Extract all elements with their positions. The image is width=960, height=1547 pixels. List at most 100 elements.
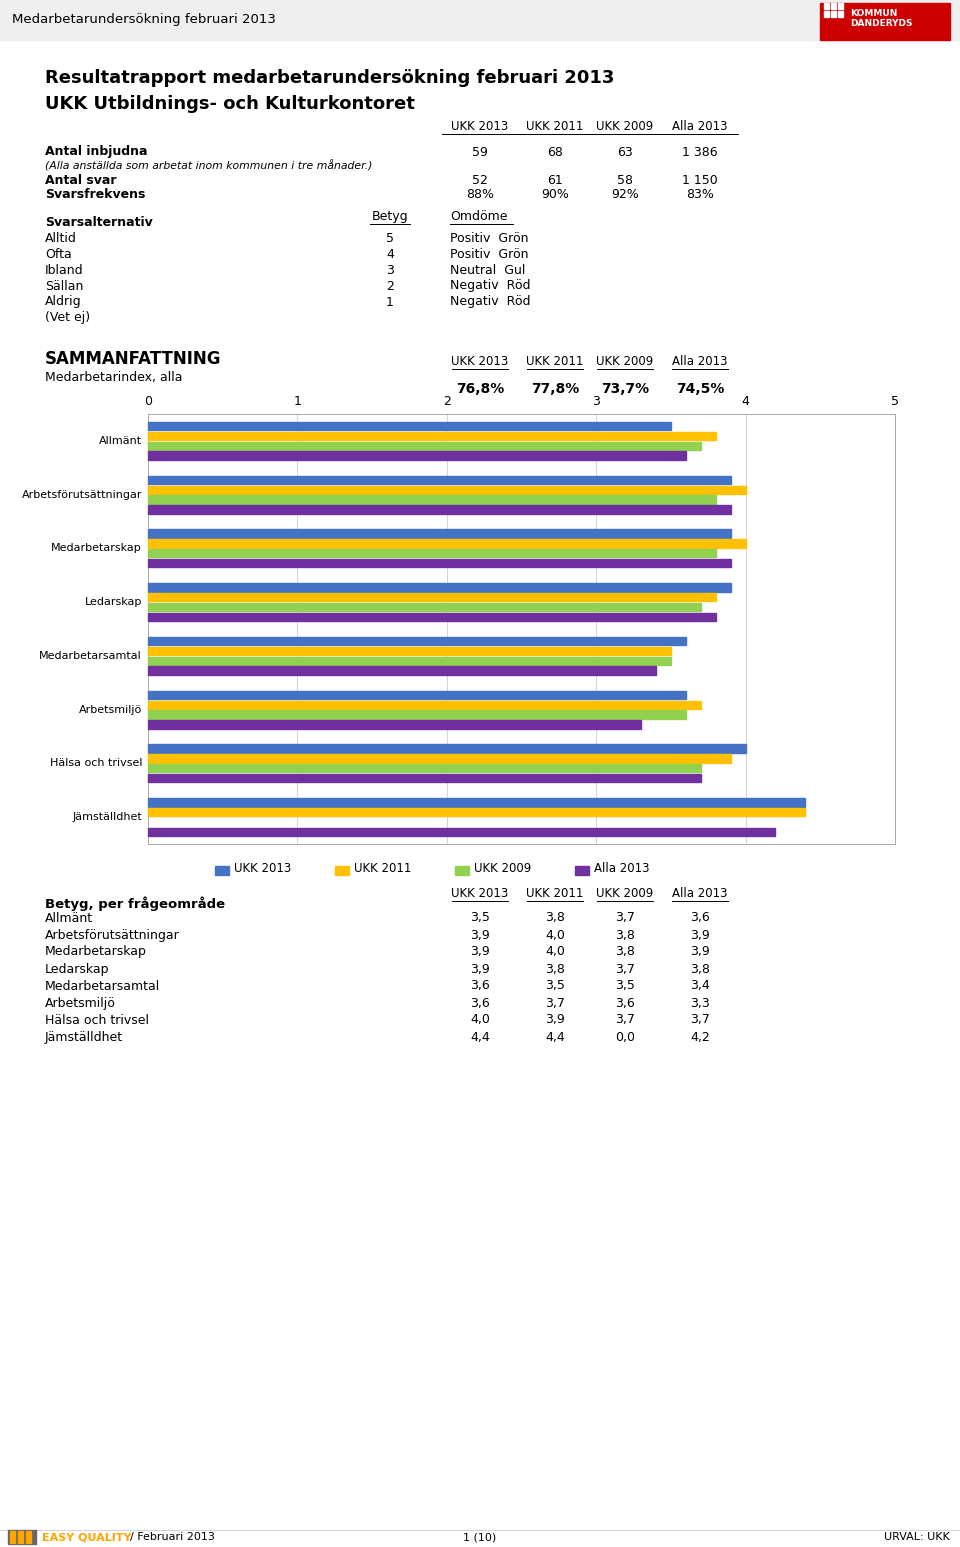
Bar	[148, 529, 731, 538]
Text: Hälsa och trivsel: Hälsa och trivsel	[45, 1013, 149, 1027]
Text: 90%: 90%	[541, 189, 569, 201]
Text: Neutral  Gul: Neutral Gul	[450, 263, 525, 277]
Text: 83%: 83%	[686, 189, 714, 201]
Text: 4: 4	[742, 394, 750, 408]
Bar	[335, 865, 349, 874]
Bar	[831, 3, 836, 9]
Bar	[148, 549, 716, 557]
Text: Medarbetarundersökning februari 2013: Medarbetarundersökning februari 2013	[12, 14, 276, 26]
Bar	[831, 11, 836, 17]
Text: Arbetsmiljö: Arbetsmiljö	[79, 704, 142, 715]
Text: 3,5: 3,5	[615, 979, 635, 993]
Text: 3,9: 3,9	[470, 928, 490, 942]
Text: Sällan: Sällan	[45, 280, 84, 292]
Text: 3,9: 3,9	[690, 928, 709, 942]
Bar	[26, 1532, 31, 1542]
Text: Svarsfrekvens: Svarsfrekvens	[45, 189, 145, 201]
Text: 3,8: 3,8	[545, 911, 564, 925]
Text: 68: 68	[547, 145, 563, 158]
Text: EASY QUALITY: EASY QUALITY	[42, 1532, 132, 1542]
Bar	[8, 1530, 36, 1544]
Bar	[148, 828, 776, 835]
Text: UKK Utbildnings- och Kulturkontoret: UKK Utbildnings- och Kulturkontoret	[45, 94, 415, 113]
Text: 3,6: 3,6	[690, 911, 709, 925]
Text: UKK 2011: UKK 2011	[526, 354, 584, 368]
Text: UKK 2009: UKK 2009	[596, 121, 654, 133]
Text: UKK 2013: UKK 2013	[234, 863, 291, 876]
Bar	[148, 667, 656, 674]
Bar	[148, 495, 716, 504]
Text: Jämställdhet: Jämställdhet	[72, 812, 142, 821]
Bar	[148, 476, 731, 484]
Text: 3,7: 3,7	[690, 1013, 710, 1027]
Text: (Alla anställda som arbetat inom kommunen i tre månader.): (Alla anställda som arbetat inom kommune…	[45, 161, 372, 172]
Bar	[148, 506, 731, 514]
Text: 3,5: 3,5	[545, 979, 564, 993]
Text: 3,9: 3,9	[690, 945, 709, 959]
Text: UKK 2011: UKK 2011	[354, 863, 412, 876]
Text: 92%: 92%	[612, 189, 638, 201]
Text: 4,0: 4,0	[545, 928, 564, 942]
Text: Medarbetarskap: Medarbetarskap	[51, 543, 142, 554]
Text: Alla 2013: Alla 2013	[672, 354, 728, 368]
Text: Alla 2013: Alla 2013	[672, 886, 728, 900]
Text: 1 (10): 1 (10)	[464, 1532, 496, 1542]
Text: Resultatrapport medarbetarundersökning februari 2013: Resultatrapport medarbetarundersökning f…	[45, 70, 614, 87]
Text: Hälsa och trivsel: Hälsa och trivsel	[50, 758, 142, 769]
Bar	[148, 656, 671, 665]
Text: 77,8%: 77,8%	[531, 382, 579, 396]
Text: Antal inbjudna: Antal inbjudna	[45, 145, 148, 158]
Text: 3,8: 3,8	[615, 928, 635, 942]
Bar	[148, 744, 746, 753]
Text: UKK 2011: UKK 2011	[526, 886, 584, 900]
Bar	[148, 558, 731, 568]
Bar	[148, 583, 731, 591]
Bar	[820, 3, 950, 40]
Text: Alltid: Alltid	[45, 232, 77, 244]
Bar	[148, 422, 671, 430]
Text: 58: 58	[617, 173, 633, 187]
Text: Arbetsförutsättningar: Arbetsförutsättningar	[45, 928, 180, 942]
Text: UKK 2009: UKK 2009	[596, 354, 654, 368]
Text: UKK 2013: UKK 2013	[451, 886, 509, 900]
Text: 63: 63	[617, 145, 633, 158]
Text: Allmänt: Allmänt	[45, 911, 93, 925]
Text: 61: 61	[547, 173, 563, 187]
Text: 0: 0	[144, 394, 152, 408]
Bar	[824, 3, 829, 9]
Bar	[838, 11, 843, 17]
Text: Svarsalternativ: Svarsalternativ	[45, 217, 153, 229]
Text: 76,8%: 76,8%	[456, 382, 504, 396]
Text: Ibland: Ibland	[45, 263, 84, 277]
Bar	[148, 764, 701, 772]
Text: 3,5: 3,5	[470, 911, 490, 925]
Text: 3,7: 3,7	[615, 962, 635, 976]
Bar	[148, 603, 701, 611]
Bar	[148, 432, 716, 441]
Bar	[148, 710, 685, 719]
Text: Jämställdhet: Jämställdhet	[45, 1030, 123, 1044]
Text: 5: 5	[891, 394, 899, 408]
Text: 3,6: 3,6	[470, 996, 490, 1010]
Bar	[148, 798, 805, 806]
Text: 1 150: 1 150	[683, 173, 718, 187]
Text: Positiv  Grön: Positiv Grön	[450, 232, 529, 244]
Bar	[10, 1532, 15, 1542]
Bar	[148, 774, 701, 783]
Text: Betyg, per frågeområde: Betyg, per frågeområde	[45, 897, 226, 911]
Bar	[575, 865, 589, 874]
Text: Medarbetarsamtal: Medarbetarsamtal	[45, 979, 160, 993]
Text: 5: 5	[386, 232, 394, 244]
Bar	[18, 1532, 23, 1542]
Text: Alla 2013: Alla 2013	[672, 121, 728, 133]
Text: 3,8: 3,8	[545, 962, 564, 976]
Text: URVAL: UKK: URVAL: UKK	[884, 1532, 950, 1542]
Text: 1 386: 1 386	[683, 145, 718, 158]
Bar	[148, 486, 746, 493]
Text: / Februari 2013: / Februari 2013	[130, 1532, 215, 1542]
Bar	[148, 755, 731, 763]
Text: SAMMANFATTNING: SAMMANFATTNING	[45, 350, 222, 368]
Text: 3: 3	[386, 263, 394, 277]
Text: 3,4: 3,4	[690, 979, 709, 993]
Bar	[148, 613, 716, 620]
